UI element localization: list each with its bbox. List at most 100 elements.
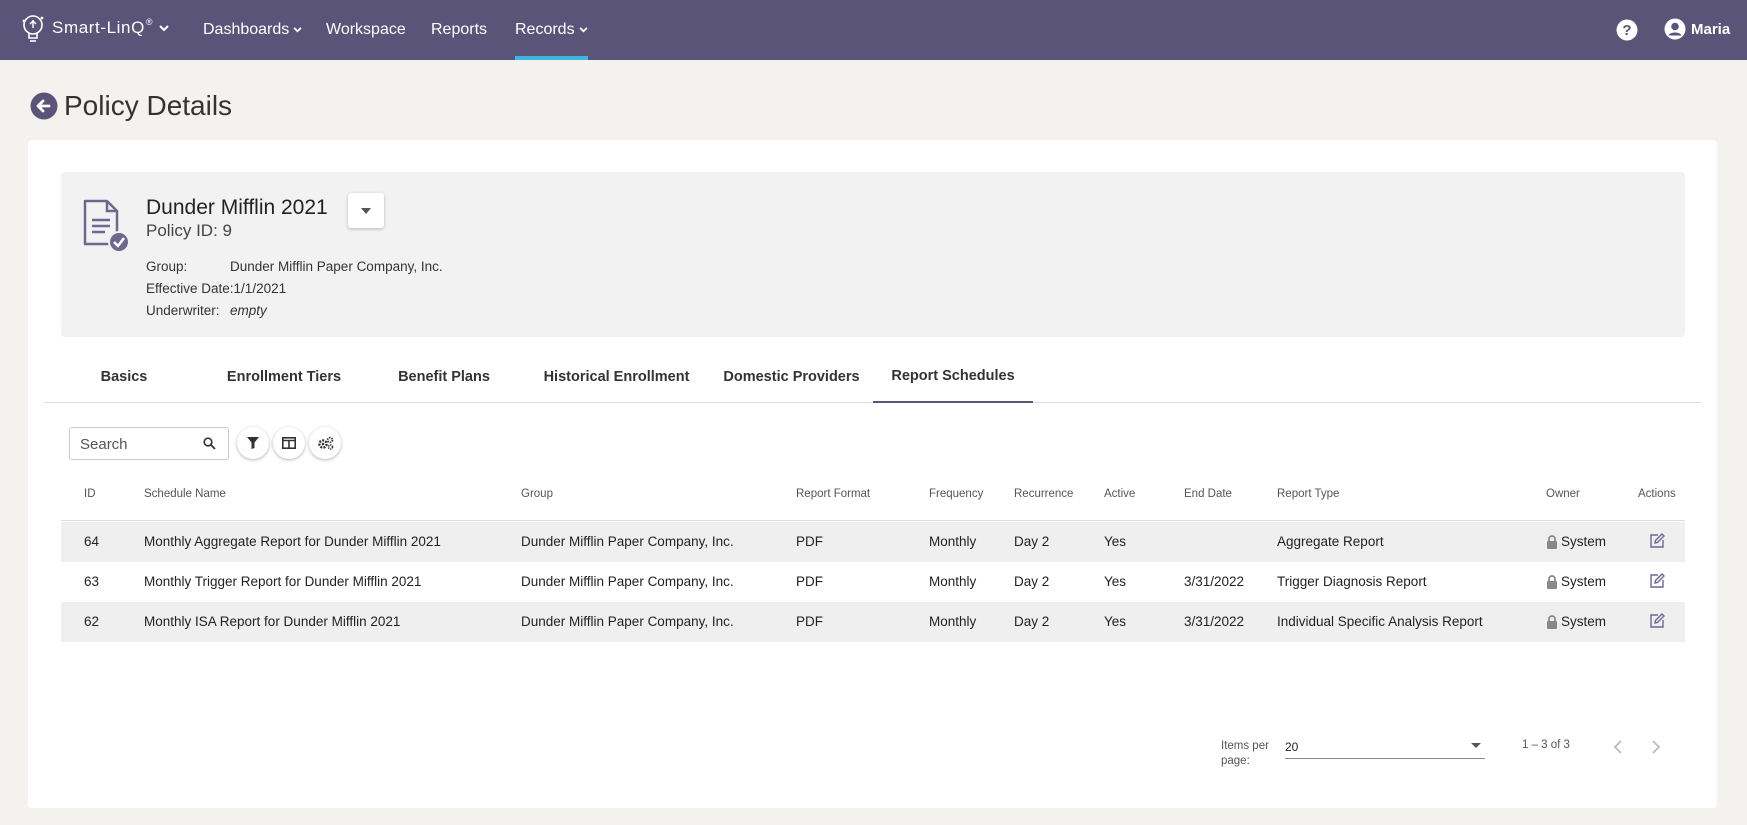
caret-down-icon [1471, 743, 1481, 748]
meta-group-label: Group: [146, 259, 188, 274]
cell-frequency: Monthly [929, 614, 977, 629]
col-report-type[interactable]: Report Type [1277, 488, 1340, 500]
tab-enrollment-tiers[interactable]: Enrollment Tiers [204, 351, 364, 403]
user-menu[interactable]: Maria [1664, 18, 1730, 40]
lock-icon [1547, 614, 1557, 629]
chevron-right-icon [1651, 740, 1660, 754]
page-range: 1 – 3 of 3 [1522, 739, 1570, 751]
arrow-left-circle-icon[interactable] [30, 92, 58, 120]
cell-frequency: Monthly [929, 534, 977, 549]
columns-button[interactable] [273, 427, 305, 459]
tab-bar: Basics Enrollment Tiers Benefit Plans Hi… [44, 351, 1701, 403]
cell-owner: System [1546, 534, 1606, 549]
cell-report-type: Aggregate Report [1277, 534, 1384, 549]
filter-icon [247, 437, 259, 449]
search-icon[interactable] [203, 437, 216, 450]
user-circle-icon [1664, 18, 1686, 40]
cell-active: Yes [1104, 614, 1127, 629]
edit-icon[interactable] [1649, 573, 1665, 589]
chevron-down-icon [293, 27, 302, 33]
items-per-page-select[interactable]: 20 [1285, 737, 1485, 759]
main-card: Dunder Mifflin 2021 Policy ID: 9 Group: D… [28, 140, 1717, 808]
cell-recurrence: Day 2 [1014, 534, 1050, 549]
nav-records[interactable]: Records [515, 0, 588, 60]
cell-report-type: Trigger Diagnosis Report [1277, 574, 1427, 589]
table-row[interactable]: 62 Monthly ISA Report for Dunder Mifflin… [61, 602, 1685, 642]
cell-owner: System [1546, 574, 1606, 589]
meta-group: Group: Dunder Mifflin Paper Company, Inc. [146, 259, 443, 274]
tab-historical-enrollment[interactable]: Historical Enrollment [524, 351, 709, 403]
policy-header: Dunder Mifflin 2021 Policy ID: 9 Group: D… [61, 172, 1685, 337]
lock-icon [1547, 574, 1557, 589]
tab-domestic-providers[interactable]: Domestic Providers [709, 351, 874, 403]
cell-schedule-name: Monthly ISA Report for Dunder Mifflin 20… [144, 614, 401, 629]
nav-reports-label: Reports [431, 21, 488, 38]
tab-label: Benefit Plans [398, 369, 490, 385]
cell-report-format: PDF [796, 574, 823, 589]
col-owner[interactable]: Owner [1546, 488, 1580, 500]
settings-gears-icon [317, 436, 333, 450]
tab-label: Historical Enrollment [543, 369, 690, 385]
tab-report-schedules[interactable]: Report Schedules [873, 351, 1033, 403]
chevron-left-icon [1613, 740, 1622, 754]
previous-page-button[interactable] [1604, 734, 1630, 760]
owner-name: System [1561, 614, 1607, 629]
lightbulb-logo-icon [22, 15, 44, 42]
col-id[interactable]: ID [84, 488, 96, 500]
tab-benefit-plans[interactable]: Benefit Plans [364, 351, 524, 403]
col-group[interactable]: Group [521, 488, 553, 500]
meta-group-value: Dunder Mifflin Paper Company, Inc. [230, 259, 443, 274]
tab-label: Enrollment Tiers [226, 369, 342, 385]
nav-workspace[interactable]: Workspace [326, 0, 406, 60]
cell-recurrence: Day 2 [1014, 614, 1050, 629]
table-header: ID Schedule Name Group Report Format Fre… [61, 470, 1685, 521]
svg-text:?: ? [1622, 22, 1631, 39]
nav-reports[interactable]: Reports [431, 0, 487, 60]
tab-basics[interactable]: Basics [44, 351, 204, 403]
meta-underwriter-value: empty [230, 303, 267, 318]
cell-schedule-name: Monthly Aggregate Report for Dunder Miff… [144, 534, 441, 549]
brand-menu[interactable]: Smart-LinQ ® [20, 12, 169, 44]
nav-records-label: Records [515, 21, 575, 38]
cell-owner: System [1546, 614, 1606, 629]
next-page-button[interactable] [1643, 734, 1669, 760]
top-nav: Smart-LinQ ® Dashboards Workspace Reports… [0, 0, 1747, 60]
cell-end-date: 3/31/2022 [1184, 574, 1245, 589]
tab-label: Basics [100, 369, 148, 385]
cell-recurrence: Day 2 [1014, 574, 1050, 589]
cell-group: Dunder Mifflin Paper Company, Inc. [521, 574, 734, 589]
meta-effective-date: Effective Date:1/1/2021 [146, 281, 286, 296]
search-field [69, 427, 229, 460]
cell-report-type: Individual Specific Analysis Report [1277, 614, 1483, 629]
col-frequency[interactable]: Frequency [929, 488, 984, 500]
edit-icon[interactable] [1649, 613, 1665, 629]
filter-button[interactable] [237, 427, 269, 459]
policy-actions-dropdown[interactable] [348, 193, 384, 228]
col-report-format[interactable]: Report Format [796, 488, 871, 500]
user-name: Maria [1691, 20, 1731, 38]
nav-dashboards[interactable]: Dashboards [203, 0, 302, 60]
settings-button[interactable] [309, 427, 341, 459]
cell-end-date: 3/31/2022 [1184, 614, 1245, 629]
cell-report-format: PDF [796, 614, 823, 629]
col-recurrence[interactable]: Recurrence [1014, 488, 1074, 500]
question-circle-icon[interactable]: ? [1616, 19, 1638, 41]
col-end-date[interactable]: End Date [1184, 488, 1232, 500]
col-schedule-name[interactable]: Schedule Name [144, 488, 226, 500]
col-actions: Actions [1638, 488, 1676, 500]
tab-label: Domestic Providers [723, 369, 860, 385]
cell-group: Dunder Mifflin Paper Company, Inc. [521, 534, 734, 549]
brand-name: Smart-LinQ [52, 18, 145, 37]
document-check-icon [83, 199, 130, 253]
cell-id: 63 [84, 574, 100, 589]
edit-icon[interactable] [1649, 533, 1665, 549]
search-input[interactable] [80, 434, 195, 454]
table-row[interactable]: 64 Monthly Aggregate Report for Dunder M… [61, 522, 1685, 562]
cell-group: Dunder Mifflin Paper Company, Inc. [521, 614, 734, 629]
registered-mark: ® [145, 17, 154, 27]
caret-down-icon [361, 207, 371, 214]
col-active[interactable]: Active [1104, 488, 1136, 500]
cell-active: Yes [1104, 574, 1127, 589]
table-row[interactable]: 63 Monthly Trigger Report for Dunder Mif… [61, 562, 1685, 602]
tab-label: Report Schedules [891, 368, 1015, 384]
